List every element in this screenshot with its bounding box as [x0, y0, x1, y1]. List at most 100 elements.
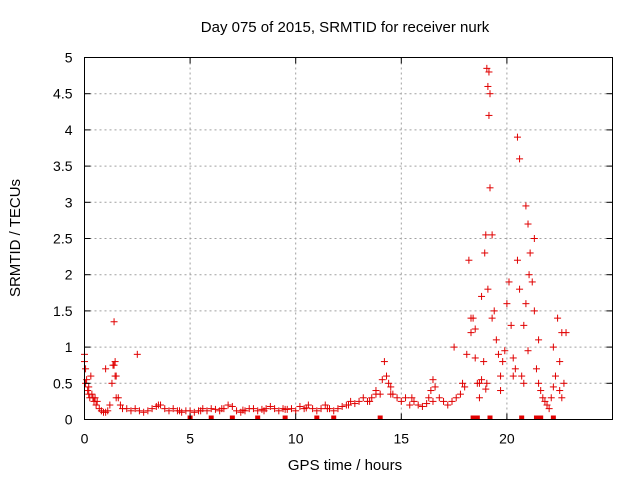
- data-point: [509, 354, 517, 362]
- data-point: [541, 397, 549, 405]
- data-point: [471, 325, 479, 333]
- data-point: [266, 402, 274, 410]
- data-point: [133, 350, 141, 358]
- data-point: [135, 407, 143, 415]
- data-point: [530, 307, 538, 315]
- data-point: [161, 405, 169, 413]
- data-point: [465, 256, 473, 264]
- data-points: [81, 64, 570, 420]
- data-point: [190, 408, 198, 416]
- data-point: [385, 379, 393, 387]
- data-point: [520, 321, 528, 329]
- data-point: [271, 405, 279, 413]
- data-point: [524, 220, 532, 228]
- baseline-point: [377, 415, 383, 420]
- data-point: [302, 404, 310, 412]
- data-point: [485, 111, 493, 119]
- data-point: [418, 402, 426, 410]
- data-point: [355, 397, 363, 405]
- data-point: [207, 405, 215, 413]
- data-point: [448, 397, 456, 405]
- y-tick-label: 2.5: [53, 231, 73, 247]
- x-axis-label: GPS time / hours: [288, 457, 402, 474]
- baseline-point: [487, 415, 493, 420]
- data-point: [535, 379, 543, 387]
- data-point: [254, 407, 262, 415]
- data-point: [93, 397, 101, 405]
- baseline-point: [550, 415, 556, 420]
- data-point: [478, 292, 486, 300]
- data-point: [556, 387, 564, 395]
- data-point: [85, 383, 93, 391]
- data-point: [509, 372, 517, 380]
- baseline-point: [538, 415, 544, 420]
- data-point: [494, 350, 502, 358]
- x-tick-label: 0: [81, 431, 89, 447]
- data-point: [82, 365, 90, 373]
- data-point: [148, 405, 156, 413]
- data-point: [104, 407, 112, 415]
- data-point: [91, 394, 99, 402]
- data-point: [292, 407, 300, 415]
- data-point: [330, 407, 338, 415]
- chart-title: Day 075 of 2015, SRMTID for receiver nur…: [201, 19, 490, 36]
- data-point: [368, 394, 376, 402]
- data-point: [393, 394, 401, 402]
- y-tick-label: 3.5: [53, 158, 73, 174]
- data-point: [490, 307, 498, 315]
- axis-ticks: 0 5 10 15 20 0 0.5 1 1.5 2 2.5 3 3.5 4 4.5 5: [53, 50, 613, 447]
- data-point: [228, 402, 236, 410]
- baseline-point: [519, 415, 525, 420]
- data-point: [513, 256, 521, 264]
- y-tick-label: 0: [65, 412, 73, 428]
- data-point: [482, 231, 490, 239]
- baseline-point: [229, 415, 235, 420]
- data-point: [359, 394, 367, 402]
- data-point: [321, 401, 329, 409]
- data-point: [459, 379, 467, 387]
- data-point: [444, 401, 452, 409]
- data-point: [427, 387, 435, 395]
- data-point: [520, 379, 528, 387]
- data-point: [414, 401, 422, 409]
- data-point: [144, 407, 152, 415]
- y-tick-label: 5: [65, 50, 73, 66]
- data-point: [456, 390, 464, 398]
- data-point: [483, 64, 491, 72]
- data-point: [549, 383, 557, 391]
- x-tick-label: 20: [499, 431, 515, 447]
- data-point: [211, 405, 219, 413]
- data-point: [197, 407, 205, 415]
- x-tick-label: 5: [186, 431, 194, 447]
- data-point: [345, 401, 352, 409]
- baseline-point: [282, 415, 288, 420]
- data-point: [545, 405, 553, 413]
- data-point: [108, 379, 116, 387]
- data-point: [233, 407, 241, 415]
- data-point: [450, 343, 458, 351]
- data-point: [397, 397, 405, 405]
- data-point: [154, 401, 162, 409]
- data-point: [452, 394, 460, 402]
- data-point: [486, 90, 494, 98]
- data-point: [503, 300, 511, 308]
- data-point: [218, 405, 226, 413]
- data-point: [556, 358, 564, 366]
- data-point: [463, 350, 471, 358]
- data-point: [383, 372, 391, 380]
- data-point: [92, 401, 100, 409]
- data-point: [380, 358, 388, 366]
- data-point: [513, 133, 521, 141]
- data-point: [387, 383, 395, 391]
- data-point: [423, 400, 431, 408]
- data-point: [313, 407, 321, 415]
- data-point: [492, 336, 500, 344]
- data-point: [127, 407, 135, 415]
- data-point: [140, 408, 148, 416]
- x-tick-label: 15: [394, 431, 410, 447]
- data-point: [507, 321, 515, 329]
- data-point: [475, 394, 483, 402]
- data-point: [471, 354, 479, 362]
- data-point: [511, 365, 519, 373]
- y-tick-label: 4: [65, 122, 73, 138]
